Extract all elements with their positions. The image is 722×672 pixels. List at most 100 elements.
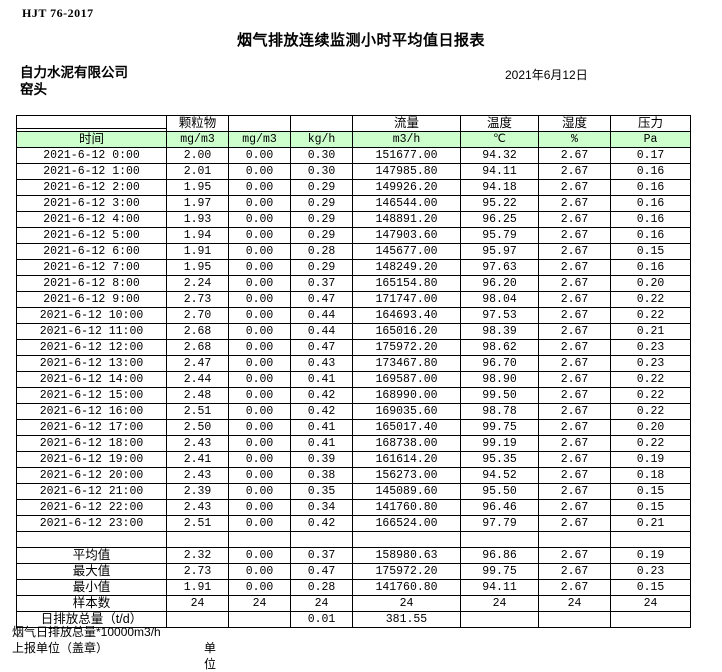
cell-pm-conc: 2.73: [166, 563, 229, 580]
cell-pm-rate: 0.34: [290, 499, 353, 516]
table-row: 2021-6-12 8:00 2.24 0.00 0.37 165154.80 96.20…: [16, 275, 691, 292]
cell-pressure: 0.15: [610, 243, 691, 260]
cell-pressure: [610, 531, 691, 548]
cell-humidity: 2.67: [538, 243, 611, 260]
group-header-temperature: 温度: [460, 115, 539, 132]
cell-flow: 173467.80: [352, 355, 461, 372]
cell-humidity: 2.67: [538, 211, 611, 228]
cell-time: 2021-6-12 16:00: [16, 403, 167, 420]
cell-pressure: 0.15: [610, 579, 691, 596]
cell-pm-conc: 2.68: [166, 339, 229, 356]
cell-temperature: 96.20: [460, 275, 539, 292]
cell-pm-conc: 1.93: [166, 211, 229, 228]
cell-pm-rate: 0.43: [290, 355, 353, 372]
cell-pressure: 0.23: [610, 563, 691, 580]
cell-flow: 175972.20: [352, 563, 461, 580]
cell-time: 2021-6-12 18:00: [16, 435, 167, 452]
cell-pressure: 0.22: [610, 387, 691, 404]
cell-flow: 164693.40: [352, 307, 461, 324]
cell-temperature: 98.78: [460, 403, 539, 420]
cell-pm-rate: 0.47: [290, 339, 353, 356]
cell-temperature: 99.75: [460, 563, 539, 580]
cell-temperature: 95.50: [460, 483, 539, 500]
cell-flow: 145089.60: [352, 483, 461, 500]
cell-humidity: 2.67: [538, 195, 611, 212]
cell-pressure: 0.22: [610, 403, 691, 420]
table-row: 2021-6-12 3:00 1.97 0.00 0.29 146544.00 95.22…: [16, 195, 691, 212]
footer-unit-label: 单位: [204, 641, 217, 671]
cell-pressure: 0.16: [610, 211, 691, 228]
table-row: 2021-6-12 11:00 2.68 0.00 0.44 165016.20 98.3…: [16, 323, 691, 340]
cell-flow: 145677.00: [352, 243, 461, 260]
cell-temperature: 98.39: [460, 323, 539, 340]
cell-humidity: 2.67: [538, 579, 611, 596]
cell-pm-std: 0.00: [228, 307, 291, 324]
table-row-blank: [16, 531, 691, 548]
cell-flow: 147903.60: [352, 227, 461, 244]
cell-pm-conc: [166, 611, 229, 628]
cell-pm-rate: 0.29: [290, 211, 353, 228]
cell-time: 2021-6-12 7:00: [16, 259, 167, 276]
cell-flow: 165016.20: [352, 323, 461, 340]
cell-pm-conc: 24: [166, 595, 229, 612]
cell-flow: 166524.00: [352, 515, 461, 532]
outlet-name: 窑头: [20, 82, 47, 97]
cell-pm-rate: 0.42: [290, 387, 353, 404]
cell-time: 2021-6-12 8:00: [16, 275, 167, 292]
cell-pm-conc: 2.39: [166, 483, 229, 500]
unit-header-temperature: ℃: [460, 131, 539, 148]
cell-humidity: 2.67: [538, 467, 611, 484]
cell-time: 2021-6-12 2:00: [16, 179, 167, 196]
cell-flow: 149926.20: [352, 179, 461, 196]
cell-flow: 381.55: [352, 611, 461, 628]
cell-time: 2021-6-12 1:00: [16, 163, 167, 180]
cell-temperature: 98.90: [460, 371, 539, 388]
unit-header-pm-conc: mg/m3: [166, 131, 229, 148]
cell-temperature: 97.63: [460, 259, 539, 276]
cell-pressure: 0.22: [610, 435, 691, 452]
cell-temperature: 94.11: [460, 579, 539, 596]
cell-temperature: 99.75: [460, 419, 539, 436]
group-header-time: [16, 115, 167, 132]
cell-time: 2021-6-12 12:00: [16, 339, 167, 356]
cell-time: 2021-6-12 4:00: [16, 211, 167, 228]
cell-summary-label: 最小值: [16, 579, 167, 596]
cell-pm-rate: 0.47: [290, 563, 353, 580]
cell-pm-rate: 0.35: [290, 483, 353, 500]
table-row: 2021-6-12 5:00 1.94 0.00 0.29 147903.60 95.79…: [16, 227, 691, 244]
group-header-particulate: 颗粒物: [166, 115, 229, 132]
table-row: 2021-6-12 17:00 2.50 0.00 0.41 165017.40 99.7…: [16, 419, 691, 436]
table-row: 2021-6-12 14:00 2.44 0.00 0.41 169587.00 98.9…: [16, 371, 691, 388]
unit-header-row: 时间 mg/m3 mg/m3 kg/h m3/h ℃ % Pa: [16, 131, 691, 148]
cell-pressure: 24: [610, 595, 691, 612]
cell-flow: [352, 531, 461, 548]
cell-flow: 165154.80: [352, 275, 461, 292]
cell-pm-std: 24: [228, 595, 291, 612]
cell-flow: 175972.20: [352, 339, 461, 356]
cell-pm-conc: 2.43: [166, 467, 229, 484]
cell-pm-std: 0.00: [228, 259, 291, 276]
group-header-particulate-c: [290, 115, 353, 132]
cell-pm-conc: 2.44: [166, 371, 229, 388]
cell-pm-conc: 1.97: [166, 195, 229, 212]
cell-pm-std: 0.00: [228, 275, 291, 292]
cell-humidity: 2.67: [538, 163, 611, 180]
cell-time: 2021-6-12 15:00: [16, 387, 167, 404]
cell-pm-std: 0.00: [228, 211, 291, 228]
footer-reporting-unit: 上报单位（盖章）: [12, 641, 109, 655]
cell-summary-label: 样本数: [16, 595, 167, 612]
cell-flow: 168990.00: [352, 387, 461, 404]
cell-pm-std: 0.00: [228, 147, 291, 164]
group-header-pressure: 压力: [610, 115, 691, 132]
cell-humidity: 2.67: [538, 499, 611, 516]
cell-summary-label: 日排放总量（t/d）: [16, 611, 167, 628]
cell-pm-conc: 1.91: [166, 579, 229, 596]
cell-humidity: 24: [538, 595, 611, 612]
cell-pm-std: 0.00: [228, 547, 291, 564]
cell-pressure: 0.21: [610, 323, 691, 340]
cell-pressure: 0.22: [610, 371, 691, 388]
cell-pm-conc: 2.43: [166, 435, 229, 452]
cell-flow: 146544.00: [352, 195, 461, 212]
cell-pressure: 0.22: [610, 291, 691, 308]
cell-pm-conc: 2.51: [166, 403, 229, 420]
